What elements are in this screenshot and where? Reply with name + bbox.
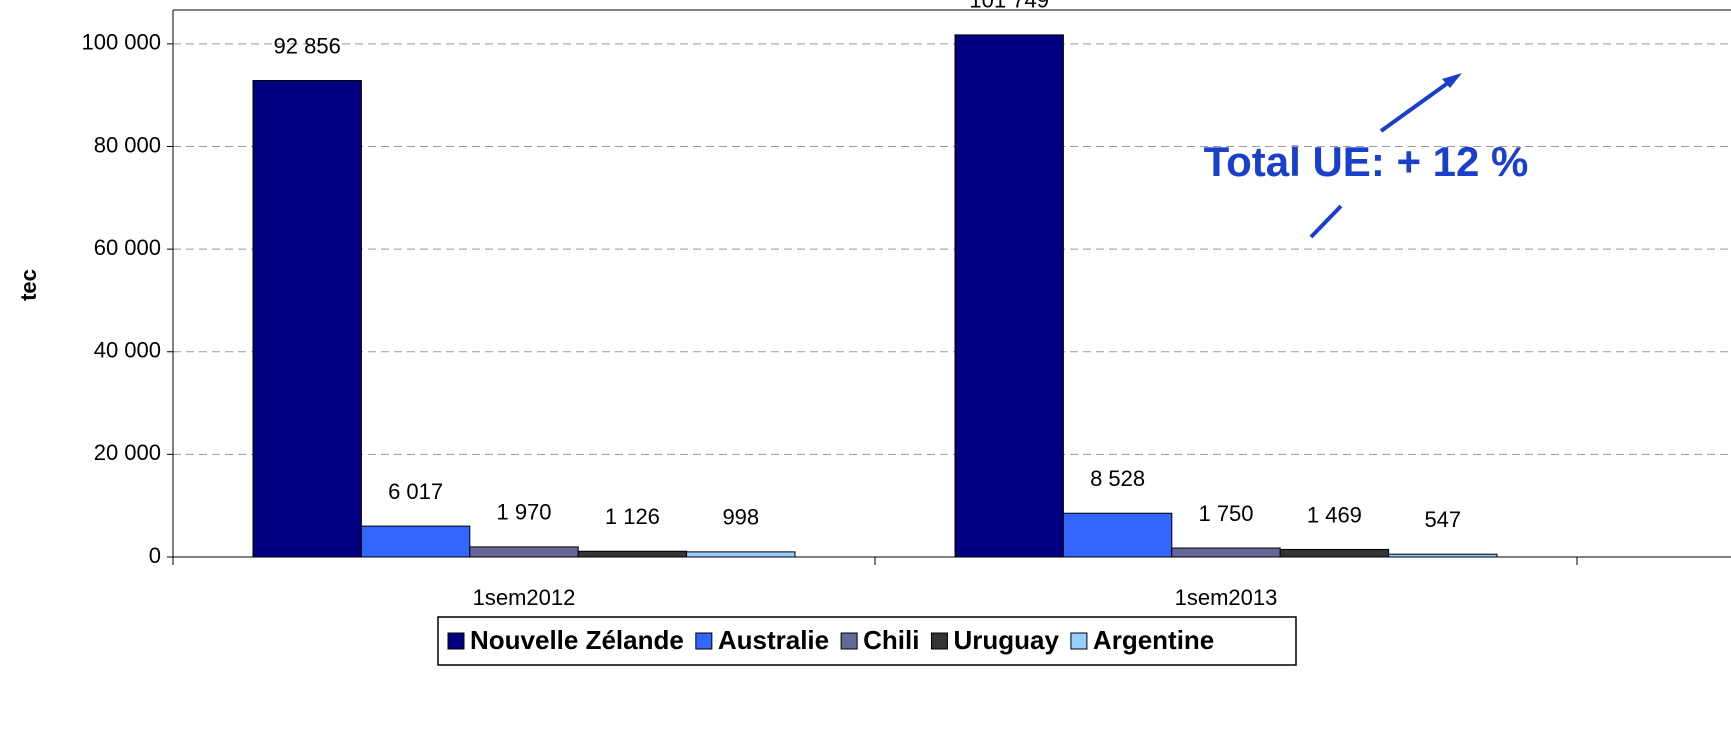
bar: [954, 34, 1064, 558]
legend-label: Australie: [718, 625, 829, 655]
data-label: 1 469: [1307, 502, 1362, 527]
legend-swatch: [447, 632, 465, 650]
y-tick-label: 0: [149, 543, 161, 568]
bar: [577, 550, 688, 558]
y-axis-label: tec: [16, 269, 41, 301]
legend-swatch: [695, 632, 713, 650]
bar: [686, 551, 796, 558]
y-tick-label: 20 000: [94, 440, 161, 465]
x-tick-label: 1sem2013: [1175, 585, 1278, 610]
annotation-arrow: [1309, 73, 1462, 239]
legend-swatch: [930, 632, 948, 650]
legend-label: Nouvelle Zélande: [470, 625, 684, 655]
data-label: 998: [722, 505, 759, 530]
data-label: 1 970: [496, 500, 551, 525]
legend-swatch: [1070, 632, 1088, 650]
data-label: 1 750: [1198, 501, 1253, 526]
y-tick-label: 40 000: [94, 338, 161, 363]
legend-label: Argentine: [1093, 625, 1214, 655]
data-label: 6 017: [388, 479, 443, 504]
y-tick-label: 100 000: [81, 30, 161, 55]
legend-label: Uruguay: [953, 625, 1059, 655]
annotation: Total UE: + 12 %: [1204, 138, 1529, 185]
bar: [360, 525, 471, 558]
y-tick-label: 60 000: [94, 235, 161, 260]
bar: [1062, 512, 1173, 558]
data-label: 92 856: [274, 33, 341, 58]
legend-swatch: [840, 632, 858, 650]
legend-label: Chili: [863, 625, 919, 655]
y-tick-label: 80 000: [94, 132, 161, 157]
legend-box: [437, 616, 1297, 666]
x-tick-label: 1sem2012: [473, 585, 576, 610]
bar: [1171, 547, 1281, 558]
data-label: 1 126: [605, 504, 660, 529]
bar: [469, 546, 579, 558]
bar: [252, 80, 362, 558]
data-label: 8 528: [1090, 466, 1145, 491]
data-label: 547: [1424, 507, 1461, 532]
data-label: 101 749: [969, 0, 1049, 13]
bar: [1279, 548, 1390, 558]
